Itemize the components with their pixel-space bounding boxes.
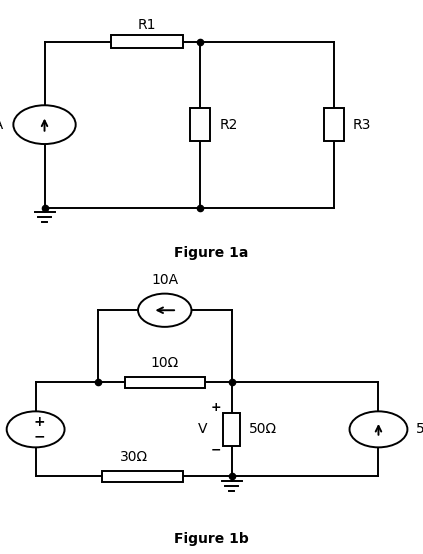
Text: +: + (33, 416, 45, 429)
Text: R1: R1 (138, 18, 156, 32)
Circle shape (7, 411, 65, 448)
Text: R2: R2 (219, 117, 238, 132)
Bar (102, 471, 183, 482)
Circle shape (14, 105, 76, 144)
Bar (111, 35, 183, 48)
Bar (125, 377, 205, 388)
Bar (222, 413, 240, 446)
Bar (190, 108, 210, 141)
Text: Figure 1a: Figure 1a (174, 247, 249, 260)
Text: 5A: 5A (0, 117, 5, 132)
Text: −: − (211, 444, 221, 456)
Text: 50Ω: 50Ω (249, 422, 277, 437)
Text: 5A: 5A (416, 422, 423, 437)
Circle shape (138, 294, 192, 327)
Circle shape (349, 411, 407, 448)
Bar (324, 108, 344, 141)
Text: R3: R3 (353, 117, 371, 132)
Text: +: + (211, 401, 221, 414)
Text: Figure 1b: Figure 1b (174, 532, 249, 546)
Text: V: V (198, 422, 207, 437)
Text: −: − (33, 429, 45, 443)
Text: 10Ω: 10Ω (151, 356, 179, 370)
Text: 10A: 10A (151, 273, 179, 286)
Text: 30Ω: 30Ω (120, 450, 148, 464)
